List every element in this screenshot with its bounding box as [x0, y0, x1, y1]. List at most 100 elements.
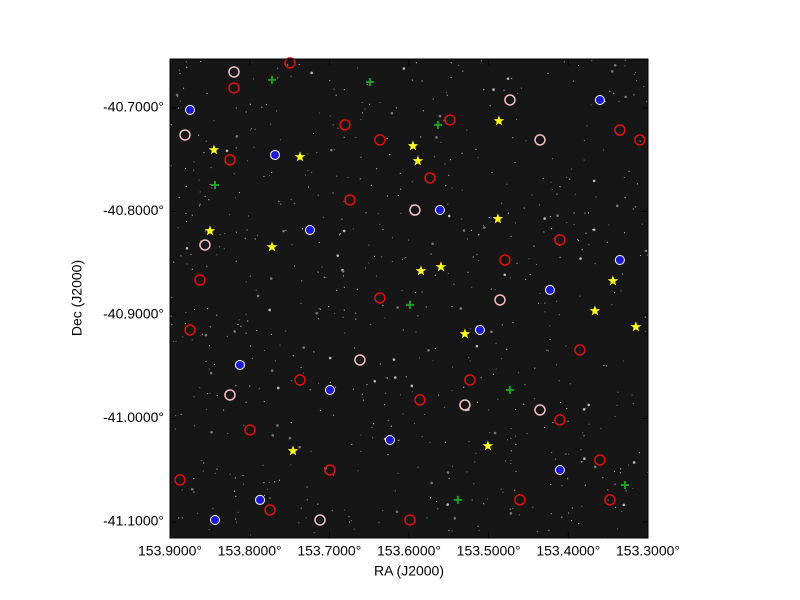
star-speck: [348, 516, 350, 518]
star-speck: [343, 136, 345, 138]
star-speck: [550, 181, 552, 183]
star-speck: [238, 319, 240, 321]
y-tick-label: -41.1000°: [103, 513, 164, 529]
star-speck: [477, 525, 479, 527]
star-speck: [399, 172, 401, 175]
star-speck: [584, 407, 587, 409]
star-speck: [494, 289, 496, 291]
star-speck: [235, 495, 237, 497]
star-speck: [622, 503, 626, 507]
star-speck: [578, 523, 580, 525]
star-speck: [199, 203, 201, 205]
star-speck: [318, 112, 320, 114]
star-speck: [565, 345, 567, 347]
star-speck: [310, 450, 312, 452]
star-speck: [613, 63, 617, 67]
source-circle: [554, 414, 566, 426]
star-speck: [503, 89, 505, 91]
star-speck: [509, 277, 511, 279]
star-speck: [566, 221, 568, 224]
star-speck: [547, 350, 550, 352]
source-circle: [414, 394, 426, 406]
star-speck: [559, 401, 562, 404]
star-speck: [342, 275, 344, 277]
star-speck: [475, 148, 477, 151]
star-speck: [515, 408, 517, 411]
source-circle: [194, 274, 206, 286]
star-speck: [348, 521, 351, 523]
star-speck: [270, 369, 274, 372]
star-speck: [177, 107, 180, 109]
star-speck: [592, 228, 596, 232]
star-speck: [355, 312, 357, 314]
star-speck: [491, 171, 493, 174]
star-speck: [644, 249, 648, 253]
star-speck: [623, 176, 625, 179]
star-speck: [584, 212, 586, 214]
source-dot: [384, 434, 395, 445]
star-speck: [517, 92, 519, 95]
star-speck: [415, 62, 417, 64]
source-circle: [224, 154, 236, 166]
star-speck: [512, 137, 514, 139]
star-speck: [361, 112, 364, 114]
star-speck: [384, 392, 387, 394]
star-speck: [391, 237, 394, 239]
star-speck: [506, 439, 509, 441]
star-speck: [645, 100, 648, 103]
star-speck: [624, 95, 627, 99]
star-speck: [515, 470, 517, 473]
star-speck: [435, 500, 438, 503]
star-speck: [203, 152, 205, 154]
star-speck: [237, 511, 239, 514]
star-speck: [476, 401, 479, 403]
star-speck: [571, 519, 573, 522]
star-speck: [344, 332, 346, 334]
star-speck: [218, 246, 221, 248]
star-speck: [210, 167, 212, 169]
star-speck: [471, 499, 473, 501]
star-speck: [429, 497, 432, 499]
star-speck: [343, 200, 345, 202]
star-speck: [357, 470, 359, 472]
star-speck: [193, 425, 196, 427]
star-speck: [437, 508, 439, 510]
star-speck: [431, 242, 434, 246]
source-circle: [294, 374, 306, 386]
star-speck: [222, 409, 225, 411]
star-speck: [510, 437, 512, 440]
star-speck: [177, 96, 179, 98]
star-speck: [360, 156, 362, 158]
star-speck: [520, 87, 522, 89]
star-speck: [488, 409, 490, 411]
star-speck: [235, 107, 237, 109]
star-speck: [250, 128, 252, 130]
star-speck: [440, 141, 442, 143]
star-speck: [385, 377, 387, 379]
star-speck: [434, 274, 436, 276]
star-speck: [282, 229, 285, 233]
star-speck: [617, 391, 619, 393]
star-speck: [249, 275, 251, 277]
star-speck: [337, 127, 339, 129]
star-speck: [352, 228, 354, 230]
star-speck: [548, 529, 550, 531]
star-speck: [249, 385, 251, 387]
star-speck: [280, 203, 282, 205]
star-speck: [415, 331, 417, 333]
star-speck: [405, 256, 407, 259]
star-speck: [356, 67, 359, 69]
star-speck: [476, 254, 478, 256]
star-speck: [542, 177, 544, 179]
source-circle: [504, 94, 516, 106]
star-speck: [332, 414, 335, 416]
star-speck: [395, 510, 399, 514]
star-speck: [569, 383, 571, 385]
star-speck: [392, 358, 396, 361]
star-speck: [585, 232, 587, 234]
star-speck: [555, 364, 558, 366]
star-speck: [243, 483, 245, 485]
star-speck: [577, 64, 580, 67]
star-speck: [249, 103, 251, 105]
star-speck: [344, 509, 346, 511]
